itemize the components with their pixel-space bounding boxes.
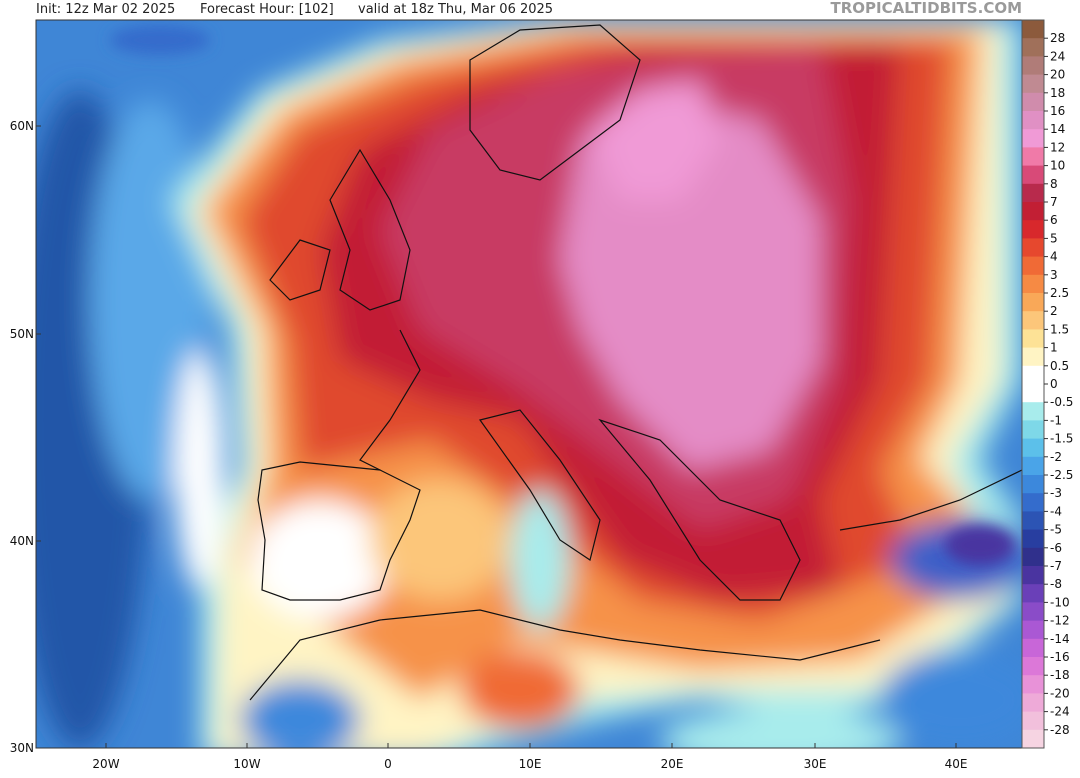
init-text: Init: 12z Mar 02 2025	[36, 2, 175, 17]
colorbar-swatch	[1022, 347, 1044, 367]
lat-label: 40N	[10, 534, 34, 548]
colorbar-swatch	[1022, 620, 1044, 640]
colorbar-label: -2.5	[1050, 468, 1073, 482]
colorbar-label: 24	[1050, 49, 1065, 63]
colorbar-swatch	[1022, 147, 1044, 167]
colorbar-swatch	[1022, 111, 1044, 130]
colorbar-swatch	[1022, 511, 1044, 531]
colorbar-swatch	[1022, 456, 1044, 476]
colorbar-swatch	[1022, 74, 1044, 94]
colorbar-label: 6	[1050, 213, 1058, 227]
colorbar-swatch	[1022, 274, 1044, 294]
colorbar-label: -4	[1050, 504, 1062, 518]
colorbar-label: 10	[1050, 159, 1065, 173]
colorbar-label: 16	[1050, 104, 1065, 118]
colorbar-swatch	[1022, 493, 1044, 512]
colorbar-swatch	[1022, 329, 1044, 349]
colorbar-label: 3	[1050, 268, 1058, 282]
colorbar-swatch	[1022, 220, 1044, 239]
lat-label: 50N	[10, 327, 34, 341]
valid-time: valid at 18z Thu, Mar 06 2025	[358, 2, 553, 17]
colorbar-label: 1	[1050, 341, 1058, 355]
colorbar-swatch	[1022, 566, 1044, 585]
colorbar-swatch	[1022, 402, 1044, 421]
colorbar-label: -5	[1050, 523, 1062, 537]
colorbar-swatch	[1022, 183, 1044, 203]
colorbar-swatch	[1022, 365, 1044, 385]
colorbar-label: 0	[1050, 377, 1058, 391]
colorbar-label: 2.5	[1050, 286, 1069, 300]
lon-label: 20W	[92, 757, 119, 771]
colorbar-label: -10	[1050, 595, 1070, 609]
colorbar-swatch	[1022, 92, 1044, 112]
lat-label: 60N	[10, 119, 34, 133]
colorbar-swatch	[1022, 675, 1044, 694]
colorbar-swatch	[1022, 420, 1044, 440]
lon-label: 10E	[519, 757, 542, 771]
colorbar-swatch	[1022, 311, 1044, 330]
colorbar-swatch	[1022, 475, 1044, 494]
colorbar-swatch	[1022, 529, 1044, 549]
colorbar-swatch	[1022, 638, 1044, 658]
colorbar-label: -20	[1050, 686, 1070, 700]
colorbar-label: -24	[1050, 705, 1070, 719]
colorbar-swatch	[1022, 202, 1044, 221]
colorbar-label: 20	[1050, 68, 1065, 82]
colorbar-swatch	[1022, 711, 1044, 731]
colorbar-label: -1.5	[1050, 432, 1073, 446]
colorbar-swatch	[1022, 729, 1044, 749]
lon-label: 0	[384, 757, 392, 771]
lon-label: 40E	[945, 757, 968, 771]
colorbar-label: -14	[1050, 632, 1070, 646]
colorbar-label: 28	[1050, 31, 1065, 45]
colorbar-label: 4	[1050, 250, 1058, 264]
colorbar-swatch	[1022, 693, 1044, 713]
colorbar-label: -7	[1050, 559, 1062, 573]
colorbar-swatch	[1022, 165, 1044, 185]
colorbar-label: 12	[1050, 140, 1065, 154]
colorbar-swatch	[1022, 384, 1044, 403]
colorbar-label: 2	[1050, 304, 1058, 318]
colorbar-label: 14	[1050, 122, 1065, 136]
colorbar-label: 0.5	[1050, 359, 1069, 373]
colorbar-label: 7	[1050, 195, 1058, 209]
colorbar-label: -3	[1050, 486, 1062, 500]
colorbar-swatch	[1022, 38, 1044, 57]
colorbar-label: -12	[1050, 614, 1070, 628]
colorbar-label: -16	[1050, 650, 1070, 664]
colorbar-label: 1.5	[1050, 322, 1069, 336]
colorbar-label: -18	[1050, 668, 1070, 682]
colorbar-label: -28	[1050, 723, 1070, 737]
colorbar-swatch	[1022, 20, 1044, 39]
lat-label: 30N	[10, 741, 34, 755]
colorbar-swatch	[1022, 256, 1044, 276]
colorbar-label: -0.5	[1050, 395, 1073, 409]
colorbar-label: 18	[1050, 86, 1065, 100]
colorbar-label: -8	[1050, 577, 1062, 591]
colorbar-swatch	[1022, 438, 1044, 458]
forecast-hour: Forecast Hour: [102]	[200, 2, 334, 17]
lon-label: 10W	[233, 757, 260, 771]
colorbar-swatch	[1022, 129, 1044, 148]
colorbar-swatch	[1022, 547, 1044, 567]
source: TROPICALTIDBITS.COM	[831, 0, 1023, 17]
colorbar-swatch	[1022, 293, 1044, 312]
colorbar-label: -6	[1050, 541, 1062, 555]
colorbar-swatch	[1022, 584, 1044, 603]
map-field	[36, 20, 1022, 748]
colorbar-swatch	[1022, 238, 1044, 258]
colorbar-label: 8	[1050, 177, 1058, 191]
colorbar-label: 5	[1050, 231, 1058, 245]
colorbar-label: -1	[1050, 413, 1062, 427]
colorbar-label: -2	[1050, 450, 1062, 464]
colorbar-swatch	[1022, 602, 1044, 622]
colorbar-swatch	[1022, 657, 1044, 676]
lon-label: 20E	[661, 757, 684, 771]
colorbar-swatch	[1022, 56, 1044, 76]
lon-label: 30E	[804, 757, 827, 771]
